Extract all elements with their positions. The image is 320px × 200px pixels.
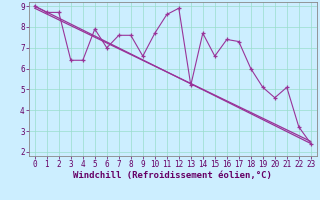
- X-axis label: Windchill (Refroidissement éolien,°C): Windchill (Refroidissement éolien,°C): [73, 171, 272, 180]
